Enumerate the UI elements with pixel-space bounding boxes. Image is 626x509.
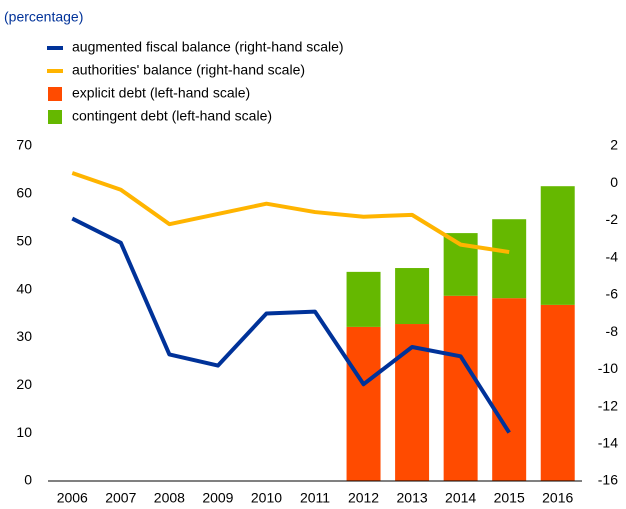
y2-tick-label: 0 bbox=[610, 174, 618, 190]
bar bbox=[395, 268, 430, 325]
y-tick-label: 60 bbox=[16, 185, 32, 201]
y2-tick-label: -2 bbox=[606, 211, 619, 227]
y-tick-label: 10 bbox=[16, 424, 32, 440]
y2-tick-label: -16 bbox=[598, 472, 618, 488]
bar bbox=[346, 326, 381, 481]
y-tick-label: 40 bbox=[16, 280, 32, 296]
x-tick-label: 2008 bbox=[154, 490, 185, 506]
legend-label: contingent debt (left-hand scale) bbox=[72, 108, 272, 124]
bar bbox=[443, 295, 478, 481]
y-tick-label: 20 bbox=[16, 376, 32, 392]
legend-label: authorities' balance (right-hand scale) bbox=[72, 62, 305, 78]
x-tick-label: 2013 bbox=[397, 490, 428, 506]
y-tick-label: 0 bbox=[24, 472, 32, 488]
bar bbox=[492, 219, 527, 299]
bar bbox=[492, 298, 527, 481]
x-tick-label: 2016 bbox=[542, 490, 573, 506]
y2-tick-label: -4 bbox=[606, 248, 619, 264]
line-series bbox=[71, 216, 511, 434]
x-tick-label: 2014 bbox=[445, 490, 476, 506]
y-tick-label: 70 bbox=[16, 137, 32, 153]
bar bbox=[540, 186, 575, 305]
bar bbox=[346, 271, 381, 327]
y2-tick-label: -10 bbox=[598, 360, 618, 376]
x-tick-label: 2012 bbox=[348, 490, 379, 506]
legend-swatch bbox=[48, 87, 62, 101]
y2-tick-label: -12 bbox=[598, 397, 618, 413]
y2-tick-label: -8 bbox=[606, 323, 619, 339]
legend-label: augmented fiscal balance (right-hand sca… bbox=[72, 39, 344, 55]
y-tick-label: 30 bbox=[16, 328, 32, 344]
line-series bbox=[71, 171, 510, 255]
bar bbox=[540, 304, 575, 481]
y2-tick-label: 2 bbox=[610, 137, 618, 153]
y-tick-label: 50 bbox=[16, 232, 32, 248]
chart-subtitle: (percentage) bbox=[4, 9, 83, 25]
legend-label: explicit debt (left-hand scale) bbox=[72, 85, 250, 101]
legend-swatch bbox=[48, 110, 62, 124]
x-tick-label: 2015 bbox=[494, 490, 525, 506]
x-tick-label: 2007 bbox=[105, 490, 136, 506]
y2-tick-label: -14 bbox=[598, 434, 618, 450]
y2-tick-label: -6 bbox=[606, 286, 619, 302]
x-tick-label: 2011 bbox=[300, 490, 330, 506]
x-tick-label: 2009 bbox=[202, 490, 233, 506]
x-tick-label: 2006 bbox=[57, 490, 88, 506]
x-tick-label: 2010 bbox=[251, 490, 282, 506]
